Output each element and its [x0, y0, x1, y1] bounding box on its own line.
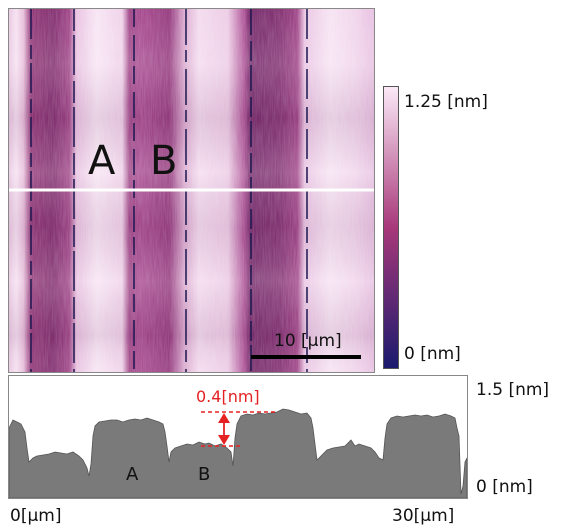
profile-region-b-label: B	[198, 464, 211, 485]
step-height-label: 0.4[nm]	[196, 387, 260, 406]
profile-region-a-label: A	[126, 464, 139, 485]
profile-y-max-label: 1.5 [nm]	[476, 380, 550, 400]
profile-x-min-label: 0[μm]	[10, 506, 62, 526]
height-colorbar	[383, 86, 399, 369]
profile-x-max-label: 30[μm]	[392, 506, 455, 526]
afm-height-map	[8, 8, 375, 373]
map-region-a-label: A	[88, 138, 116, 184]
height-profile-plot	[8, 375, 468, 499]
scale-bar	[251, 355, 361, 359]
map-region-b-label: B	[150, 138, 178, 184]
scale-bar-label: 10 [μm]	[274, 331, 342, 351]
profile-area	[9, 408, 467, 498]
colorbar-max-label: 1.25 [nm]	[404, 92, 488, 112]
colorbar-min-label: 0 [nm]	[404, 344, 461, 364]
profile-y-min-label: 0 [nm]	[476, 477, 533, 497]
